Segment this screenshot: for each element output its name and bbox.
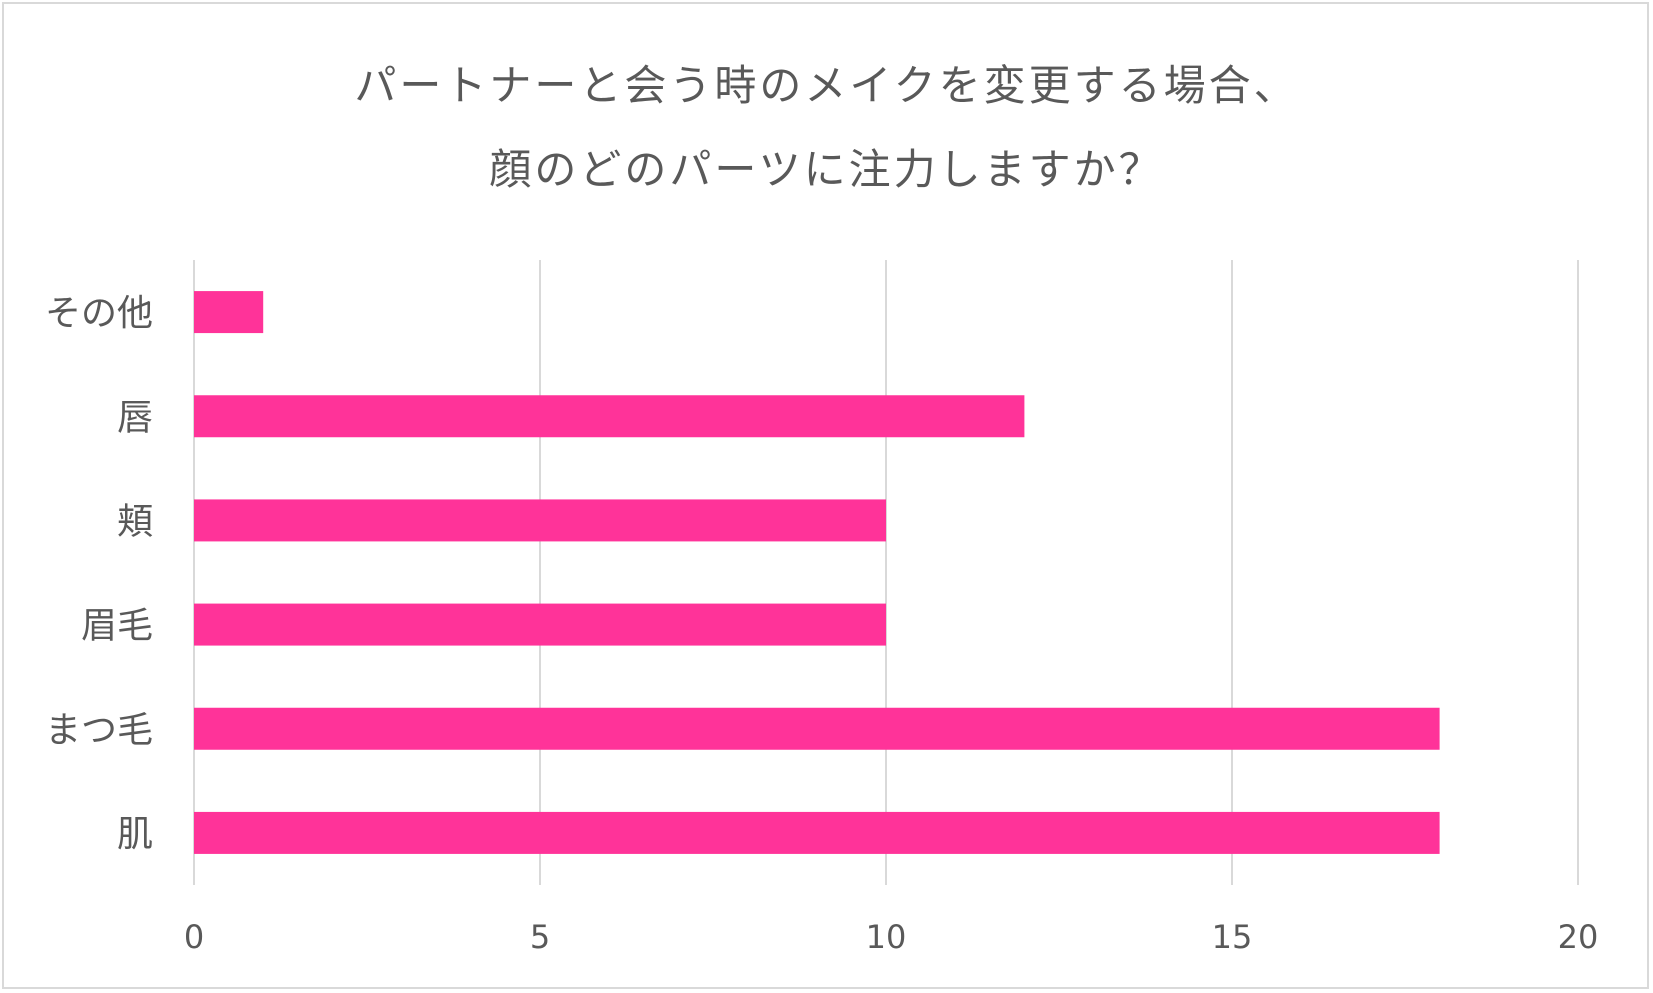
x-tick-label-0: 0 (184, 918, 204, 956)
x-tick-label-10: 10 (866, 918, 907, 956)
chart-title-line-2: 顔のどのパーツに注力しますか？ (489, 145, 1164, 194)
x-tick-label-20: 20 (1558, 918, 1599, 956)
bar-4 (194, 707, 1440, 750)
category-label-5: 肌 (117, 814, 153, 855)
bar-2 (194, 499, 886, 542)
category-label-3: 眉毛 (81, 606, 153, 647)
chart-title-line-1: パートナーと会う時のメイクを変更する場合、 (354, 61, 1299, 110)
bar-5 (194, 811, 1440, 854)
bar-3 (194, 603, 886, 646)
category-label-0: その他 (45, 293, 153, 334)
chart-title: パートナーと会う時のメイクを変更する場合、 顔のどのパーツに注力しますか？ (0, 44, 1653, 212)
category-label-1: 唇 (117, 397, 153, 438)
x-tick-label-15: 15 (1212, 918, 1253, 956)
category-label-2: 頬 (117, 501, 153, 542)
category-label-4: まつ毛 (45, 710, 153, 751)
x-tick-label-5: 5 (530, 918, 550, 956)
bar-1 (194, 395, 1025, 438)
bar-0 (194, 291, 264, 334)
